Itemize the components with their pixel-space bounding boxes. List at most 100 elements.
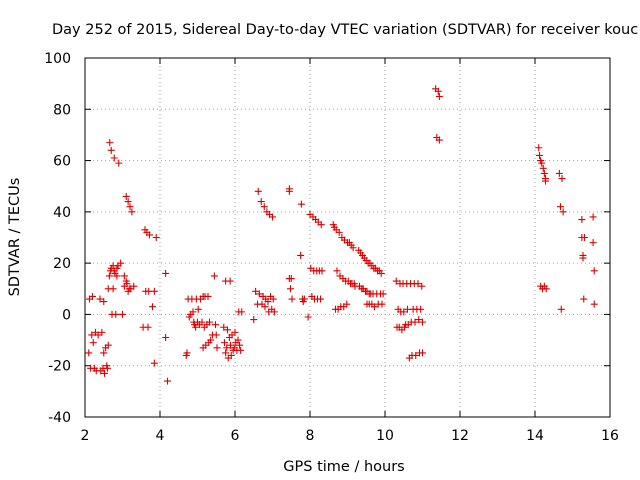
data-point [343, 300, 351, 308]
data-point [128, 208, 136, 216]
data-point [220, 323, 228, 331]
axis-ticks [84, 57, 611, 418]
x-tick-labels: 2 4 6 8 10 12 14 16 [81, 428, 619, 444]
data-point [411, 318, 419, 326]
y-tick-label: 20 [53, 256, 71, 272]
data-point [542, 177, 549, 185]
data-point [109, 285, 117, 293]
y-tick-label: 60 [53, 154, 71, 170]
y-axis-label: SDTVAR / TECUs [7, 178, 23, 297]
data-point [269, 213, 276, 221]
data-point [164, 377, 171, 385]
data-point [559, 208, 567, 216]
y-tick-label: 40 [53, 205, 71, 221]
data-point [162, 269, 170, 277]
x-tick-label: 4 [156, 428, 165, 444]
data-point [105, 272, 113, 280]
data-point [335, 228, 343, 236]
data-point [536, 151, 543, 159]
data-point [100, 298, 108, 306]
data-point [392, 277, 400, 285]
data-point [255, 290, 263, 298]
data-point [237, 346, 245, 354]
y-tick-label: -20 [48, 359, 71, 375]
data-point [144, 323, 152, 331]
data-point [581, 234, 588, 241]
data-point [104, 364, 111, 372]
data-point [371, 303, 378, 311]
data-point [589, 213, 597, 221]
data-point [98, 328, 106, 336]
data-point [578, 216, 586, 224]
data-point [96, 295, 104, 303]
data-point [94, 331, 102, 339]
x-tick-label: 16 [601, 428, 619, 444]
x-tick-label: 2 [81, 428, 90, 444]
data-point [590, 267, 598, 275]
data-point [417, 305, 425, 313]
data-point [212, 331, 220, 339]
data-point [590, 300, 598, 308]
data-point [194, 305, 202, 313]
x-axis-label: GPS time / hours [283, 459, 404, 475]
y-tick-labels: -40 -20 0 20 40 60 80 100 [44, 51, 71, 426]
data-point [555, 169, 563, 177]
data-point [120, 272, 128, 280]
x-tick-label: 10 [376, 428, 394, 444]
data-point [234, 336, 242, 344]
data-point [287, 275, 295, 283]
data-point [101, 369, 108, 377]
data-point [150, 359, 158, 367]
data-point [221, 339, 228, 347]
data-point [224, 326, 231, 334]
data-point [557, 305, 565, 313]
data-point [106, 139, 114, 147]
plot-frame [84, 57, 611, 418]
data-point [377, 269, 385, 277]
data-point [198, 318, 206, 326]
data-point [379, 290, 387, 298]
data-point [558, 175, 566, 183]
data-point [415, 316, 423, 324]
data-point [104, 341, 112, 349]
y-tick-label: 80 [53, 102, 71, 118]
data-point [213, 344, 221, 352]
data-point [236, 341, 243, 349]
data-point [589, 239, 597, 247]
data-point [252, 287, 260, 295]
grid-lines [85, 58, 610, 417]
x-tick-label: 14 [526, 428, 544, 444]
data-point [126, 203, 134, 211]
chart-title: Day 252 of 2015, Sidereal Day-to-day VTE… [52, 22, 638, 38]
data-point [317, 221, 325, 229]
data-point [400, 308, 408, 316]
data-point [130, 282, 138, 290]
data-point [212, 321, 219, 329]
data-points [85, 85, 598, 385]
data-point [204, 292, 212, 300]
data-point [146, 231, 153, 239]
y-tick-label: 0 [62, 307, 71, 323]
data-point [285, 187, 293, 195]
data-point [162, 334, 170, 342]
data-point [88, 331, 96, 339]
data-point [238, 308, 246, 316]
data-point [378, 300, 386, 308]
data-point [85, 349, 93, 357]
data-point [226, 277, 234, 285]
data-point [112, 310, 120, 318]
data-point [89, 292, 96, 300]
y-tick-label: 100 [44, 51, 71, 67]
data-point [297, 251, 305, 259]
data-point [122, 192, 130, 200]
data-point [317, 295, 324, 303]
data-point [435, 92, 443, 100]
data-point [152, 234, 160, 241]
data-point [333, 267, 341, 275]
data-point [124, 198, 132, 206]
data-point [557, 203, 564, 211]
data-point [540, 169, 548, 177]
data-point [270, 308, 278, 316]
data-point [207, 336, 215, 344]
